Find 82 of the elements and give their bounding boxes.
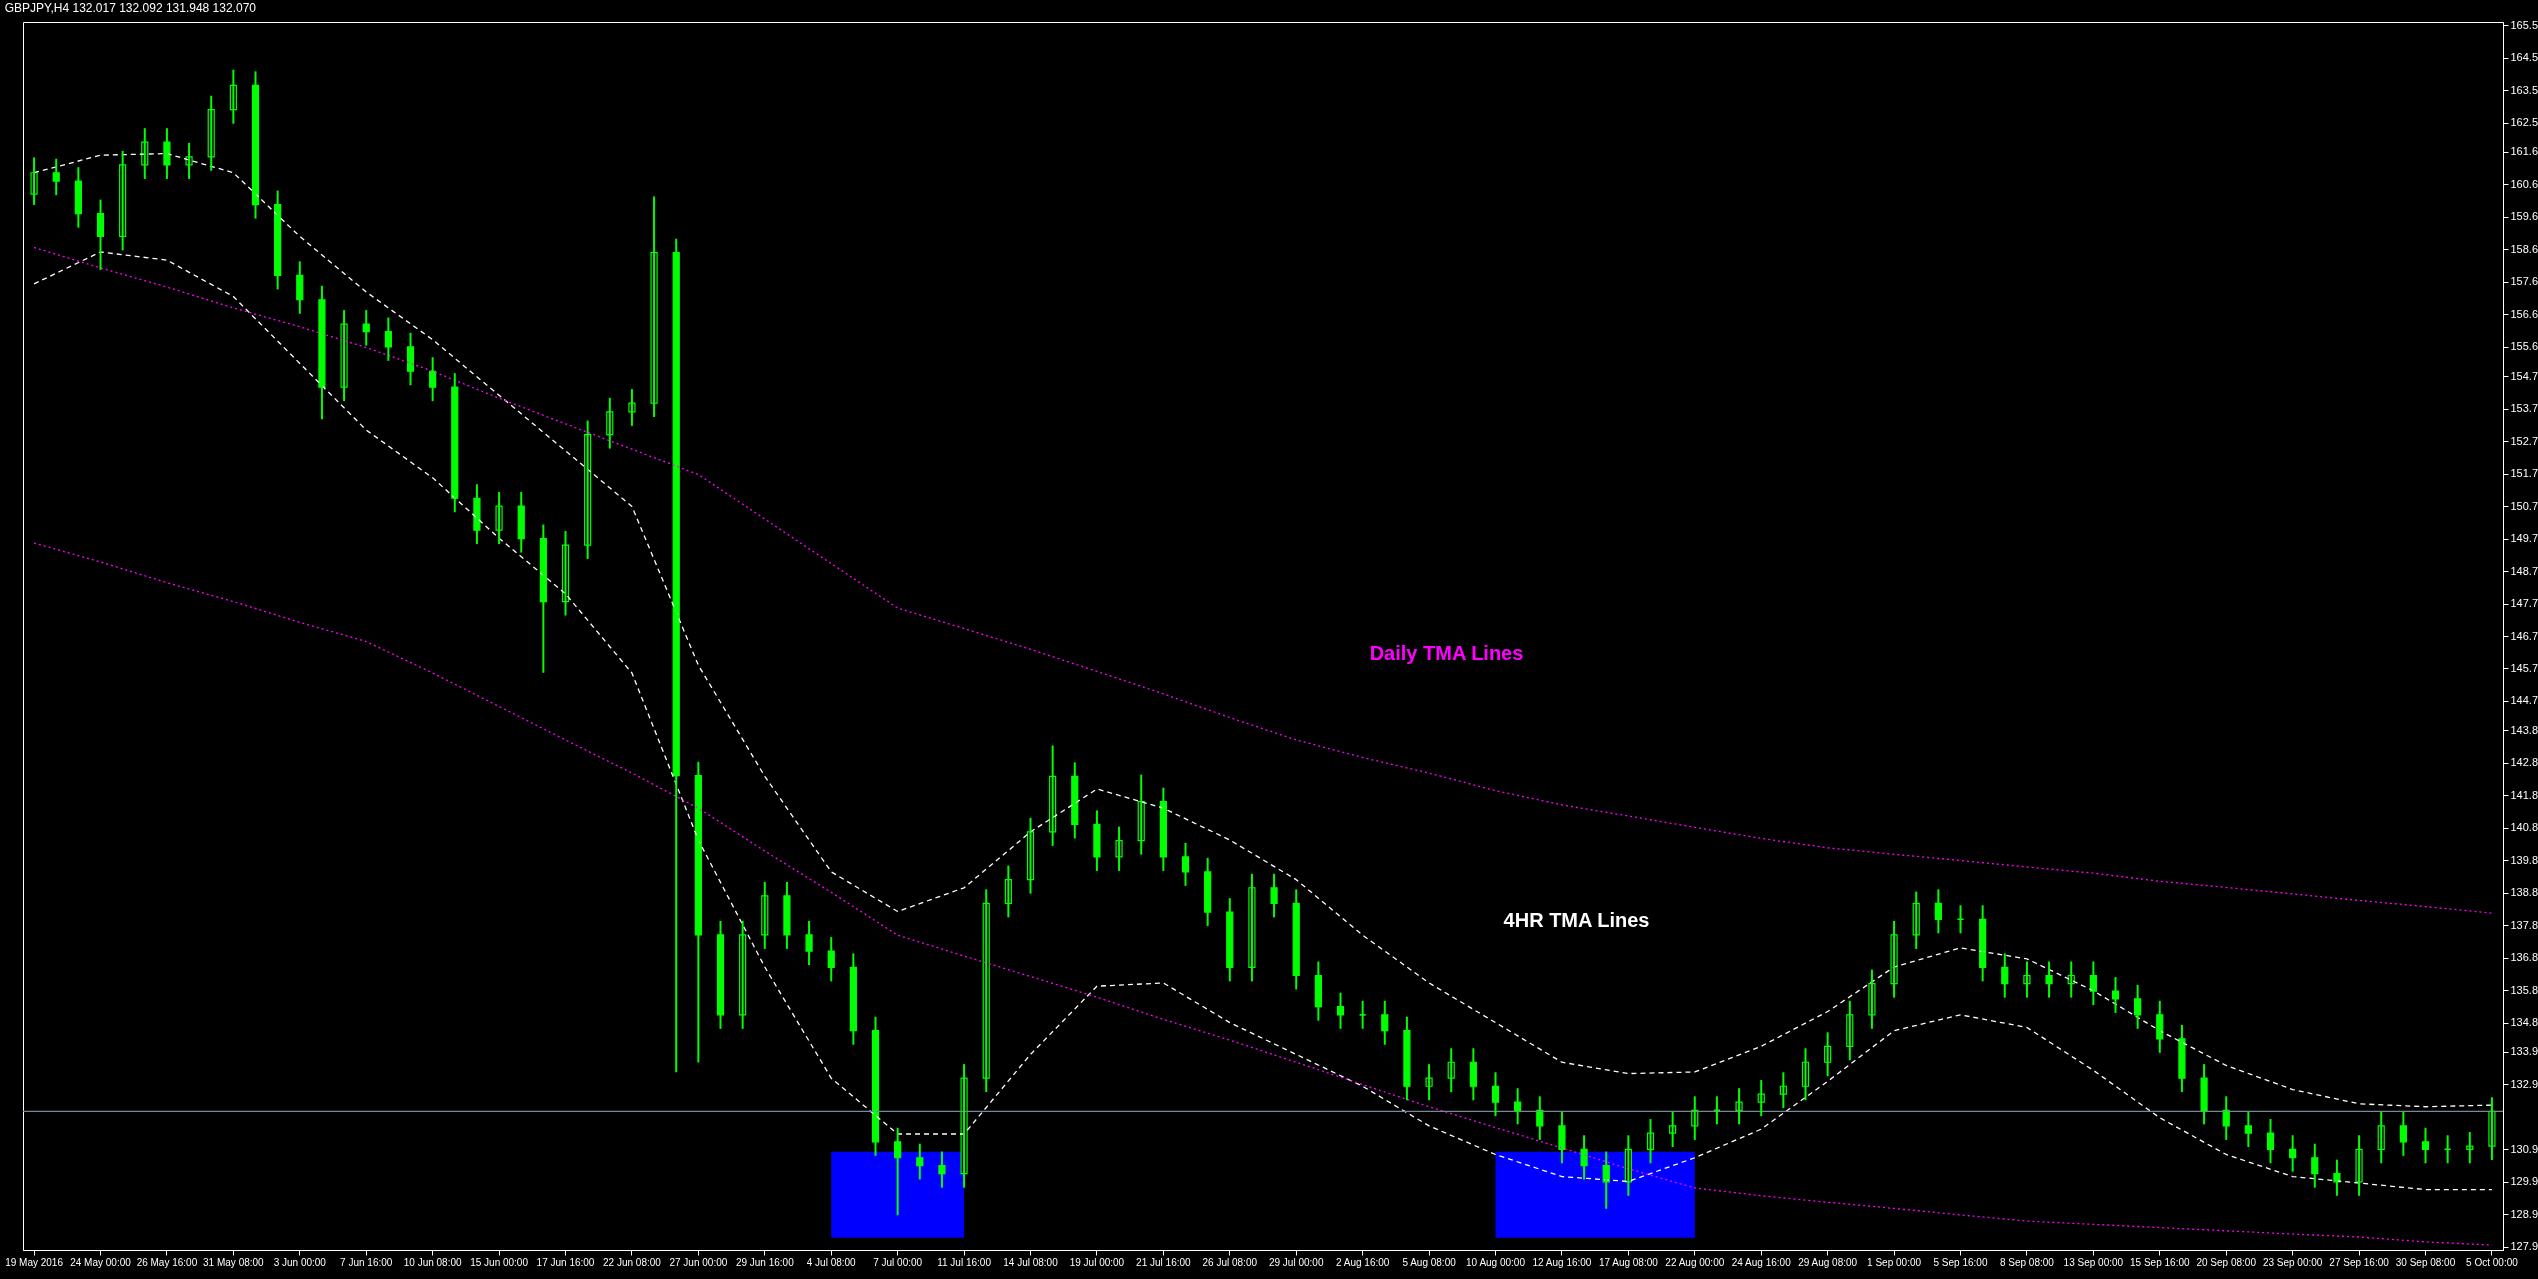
- y-tick-label: 148.7: [2510, 564, 2538, 577]
- y-tick-label: 133.9: [2510, 1045, 2538, 1058]
- x-tick-label: 30 Sep 08:00: [2395, 1256, 2456, 1268]
- y-tick-label: 160.6: [2510, 177, 2538, 190]
- y-tick-label: 164.5: [2510, 51, 2538, 64]
- y-tick-label: 147.7: [2510, 597, 2538, 610]
- y-tick-label: 144.7: [2510, 694, 2538, 707]
- x-tick-label: 17 Jun 16:00: [536, 1256, 595, 1268]
- y-tick-label: 145.7: [2510, 661, 2538, 674]
- y-tick-label: 157.6: [2510, 275, 2538, 288]
- y-tick-label: 161.6: [2510, 145, 2538, 158]
- y-tick-label: 155.6: [2510, 340, 2538, 353]
- y-tick-label: 153.7: [2510, 402, 2538, 415]
- x-tick-label: 12 Aug 16:00: [1532, 1256, 1592, 1268]
- x-tick-label: 23 Sep 00:00: [2262, 1256, 2323, 1268]
- x-tick-label: 26 Jul 08:00: [1202, 1256, 1258, 1268]
- x-tick-label: 19 May 2016: [5, 1256, 64, 1268]
- y-tick-label: 149.7: [2510, 532, 2538, 545]
- y-tick-label: 140.8: [2510, 821, 2538, 834]
- line-series: [33, 251, 2493, 1191]
- x-tick-label: 7 Jul 00:00: [873, 1256, 923, 1268]
- line-series: [33, 246, 2493, 914]
- y-tick-label: 129.9: [2510, 1175, 2538, 1188]
- x-tick-label: 1 Sep 00:00: [1867, 1256, 1922, 1268]
- annotation: Daily TMA Lines: [1369, 642, 1524, 665]
- y-tick-label: 152.7: [2510, 434, 2538, 447]
- x-tick-label: 3 Jun 00:00: [273, 1256, 327, 1268]
- y-tick-label: 162.5: [2510, 116, 2538, 129]
- y-tick-label: 146.7: [2510, 629, 2538, 642]
- chart-title: GBPJPY,H4 132.017 132.092 131.948 132.070: [4, 1, 257, 16]
- y-tick-label: 138.8: [2510, 886, 2538, 899]
- y-tick-label: 130.9: [2510, 1142, 2538, 1155]
- y-tick-label: 137.8: [2510, 918, 2538, 931]
- y-tick-label: 163.5: [2510, 83, 2538, 96]
- y-tick-label: 142.8: [2510, 756, 2538, 769]
- y-tick-label: 127.9: [2510, 1240, 2538, 1253]
- x-tick-label: 29 Jul 00:00: [1268, 1256, 1324, 1268]
- y-tick-label: 132.9: [2510, 1077, 2538, 1090]
- x-tick-label: 22 Jun 08:00: [603, 1256, 662, 1268]
- x-tick-label: 21 Jul 16:00: [1136, 1256, 1192, 1268]
- x-tick-label: 7 Jun 16:00: [340, 1256, 393, 1268]
- x-tick-label: 11 Jul 16:00: [937, 1256, 992, 1268]
- x-tick-label: 8 Sep 08:00: [1999, 1256, 2055, 1268]
- x-tick-label: 20 Sep 08:00: [2196, 1256, 2257, 1268]
- y-tick-label: 143.8: [2510, 723, 2538, 736]
- y-tick-label: 141.8: [2510, 788, 2538, 801]
- x-tick-label: 15 Sep 16:00: [2130, 1256, 2190, 1268]
- y-tick-label: 135.8: [2510, 983, 2538, 996]
- y-tick-label: 154.7: [2510, 369, 2538, 382]
- x-tick-label: 27 Jun 00:00: [669, 1256, 728, 1268]
- y-tick-label: 136.8: [2510, 951, 2538, 964]
- annotation: 4HR TMA Lines: [1503, 908, 1650, 931]
- x-tick-label: 13 Sep 00:00: [2063, 1256, 2124, 1268]
- y-tick-label: 156.6: [2510, 307, 2538, 320]
- x-tick-label: 15 Jun 00:00: [470, 1256, 529, 1268]
- y-tick-label: 150.7: [2510, 499, 2538, 512]
- x-tick-label: 2 Aug 16:00: [1335, 1256, 1390, 1268]
- y-tick-label: 165.5: [2510, 18, 2538, 31]
- x-tick-label: 5 Aug 08:00: [1402, 1256, 1457, 1268]
- x-tick-label: 29 Jun 16:00: [735, 1256, 795, 1268]
- x-tick-label: 17 Aug 08:00: [1598, 1256, 1659, 1268]
- y-tick-label: 128.9: [2510, 1207, 2538, 1220]
- x-tick-label: 31 May 08:00: [203, 1256, 265, 1268]
- x-tick-label: 5 Sep 16:00: [1933, 1256, 1988, 1268]
- x-tick-label: 24 Aug 16:00: [1731, 1256, 1792, 1268]
- y-tick-label: 139.8: [2510, 853, 2538, 866]
- x-tick-label: 26 May 16:00: [136, 1256, 198, 1268]
- x-tick-label: 4 Jul 08:00: [806, 1256, 857, 1268]
- x-tick-label: 19 Jul 00:00: [1069, 1256, 1125, 1268]
- candlestick: [1425, 1064, 1433, 1101]
- x-tick-label: 5 Oct 00:00: [2466, 1256, 2519, 1268]
- y-tick-label: 134.8: [2510, 1016, 2538, 1029]
- y-tick-label: 151.7: [2510, 467, 2538, 480]
- y-tick-label: 158.6: [2510, 242, 2538, 255]
- x-tick-label: 27 Sep 16:00: [2329, 1256, 2390, 1268]
- x-tick-label: 24 May 00:00: [70, 1256, 132, 1268]
- x-tick-label: 10 Jun 08:00: [403, 1256, 462, 1268]
- x-tick-label: 22 Aug 00:00: [1665, 1256, 1725, 1268]
- x-tick-label: 10 Aug 00:00: [1466, 1256, 1526, 1268]
- y-tick-label: 159.6: [2510, 210, 2538, 223]
- x-tick-label: 29 Aug 08:00: [1798, 1256, 1858, 1268]
- x-tick-label: 14 Jul 08:00: [1003, 1256, 1059, 1268]
